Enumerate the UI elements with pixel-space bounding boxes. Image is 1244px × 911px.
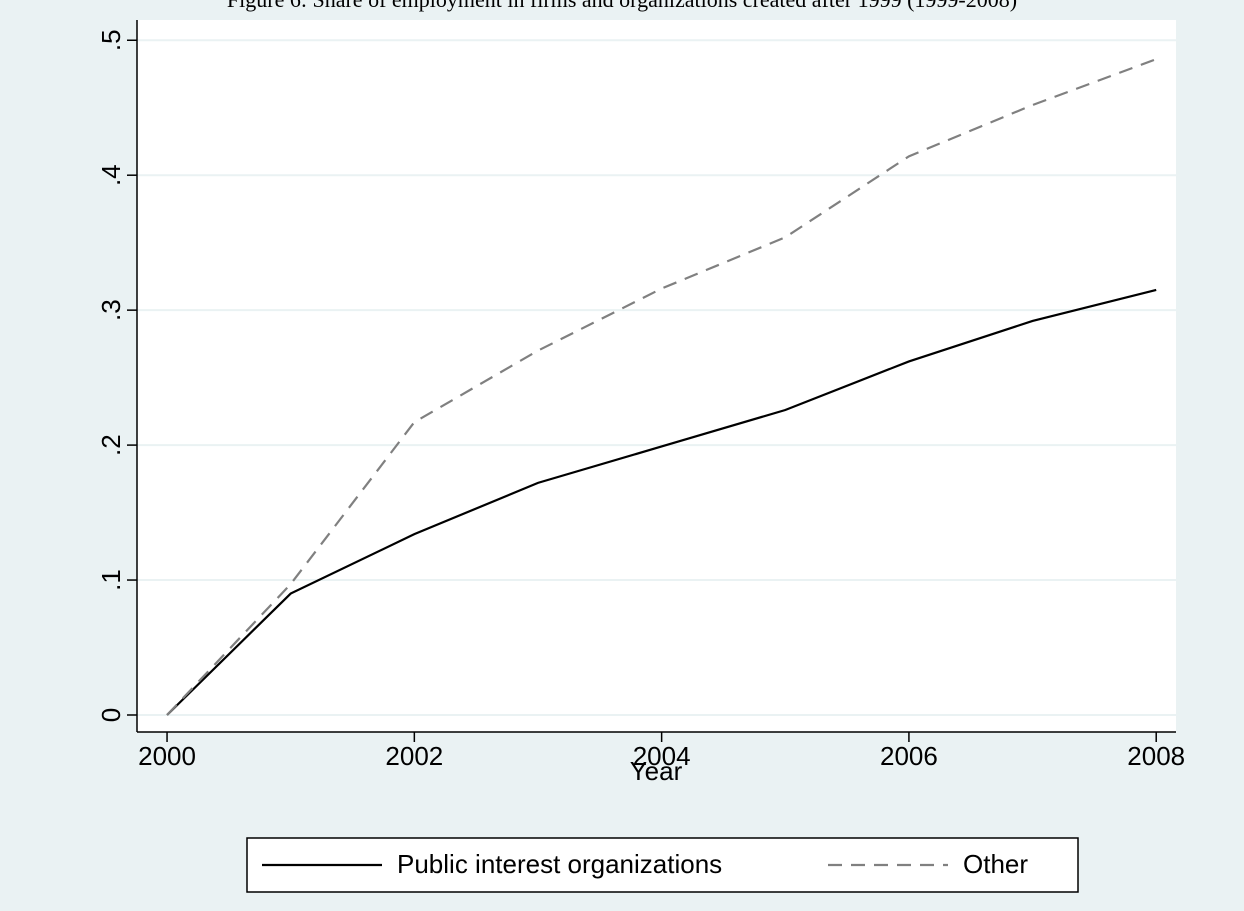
legend-label: Public interest organizations: [397, 849, 722, 879]
y-tick-label: .2: [96, 434, 126, 456]
series-line: [166, 58, 1157, 716]
y-tick-label: 0: [96, 708, 126, 722]
legend-label: Other: [963, 849, 1028, 879]
series-line: [166, 288, 1157, 716]
y-tick-label: .1: [96, 569, 126, 591]
y-tick-label: .5: [96, 29, 126, 51]
x-tick-label: 2008: [1127, 741, 1185, 771]
chart-title: Figure 6: Share of employment in firms a…: [227, 0, 1017, 12]
legend-box: [246, 837, 1079, 893]
x-axis-label: Year: [630, 756, 683, 786]
plot-area: [137, 20, 1176, 732]
y-tick-label: .4: [96, 164, 126, 186]
y-tick-label: .3: [96, 299, 126, 321]
x-tick-label: 2006: [880, 741, 938, 771]
x-tick-label: 2004: [633, 741, 691, 771]
x-tick-label: 2000: [138, 741, 196, 771]
x-tick-label: 2002: [385, 741, 443, 771]
